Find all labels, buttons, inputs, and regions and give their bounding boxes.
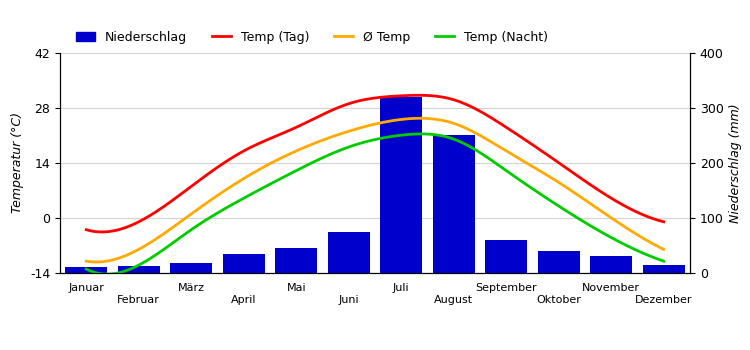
Bar bbox=[328, 232, 370, 273]
Bar bbox=[118, 266, 160, 273]
Text: Juli: Juli bbox=[393, 283, 410, 293]
Text: September: September bbox=[476, 283, 537, 293]
Text: Februar: Februar bbox=[117, 295, 160, 304]
Bar bbox=[485, 240, 527, 273]
Bar bbox=[380, 97, 422, 273]
Bar bbox=[643, 265, 685, 273]
Bar bbox=[65, 267, 107, 273]
Text: Mai: Mai bbox=[286, 283, 306, 293]
Y-axis label: Temperatur (°C): Temperatur (°C) bbox=[11, 112, 25, 213]
Bar bbox=[590, 257, 632, 273]
Text: Januar: Januar bbox=[68, 283, 104, 293]
Text: Dezember: Dezember bbox=[635, 295, 692, 304]
Bar bbox=[275, 248, 317, 273]
Legend: Niederschlag, Temp (Tag), Ø Temp, Temp (Nacht): Niederschlag, Temp (Tag), Ø Temp, Temp (… bbox=[71, 26, 553, 49]
Text: März: März bbox=[178, 283, 205, 293]
Bar bbox=[223, 254, 265, 273]
Bar bbox=[433, 135, 475, 273]
Text: Juni: Juni bbox=[338, 295, 359, 304]
Bar bbox=[538, 251, 580, 273]
Text: August: August bbox=[434, 295, 473, 304]
Text: April: April bbox=[231, 295, 256, 304]
Text: Oktober: Oktober bbox=[536, 295, 581, 304]
Y-axis label: Niederschlag (mm): Niederschlag (mm) bbox=[729, 103, 742, 223]
Bar bbox=[170, 263, 212, 273]
Text: November: November bbox=[582, 283, 640, 293]
